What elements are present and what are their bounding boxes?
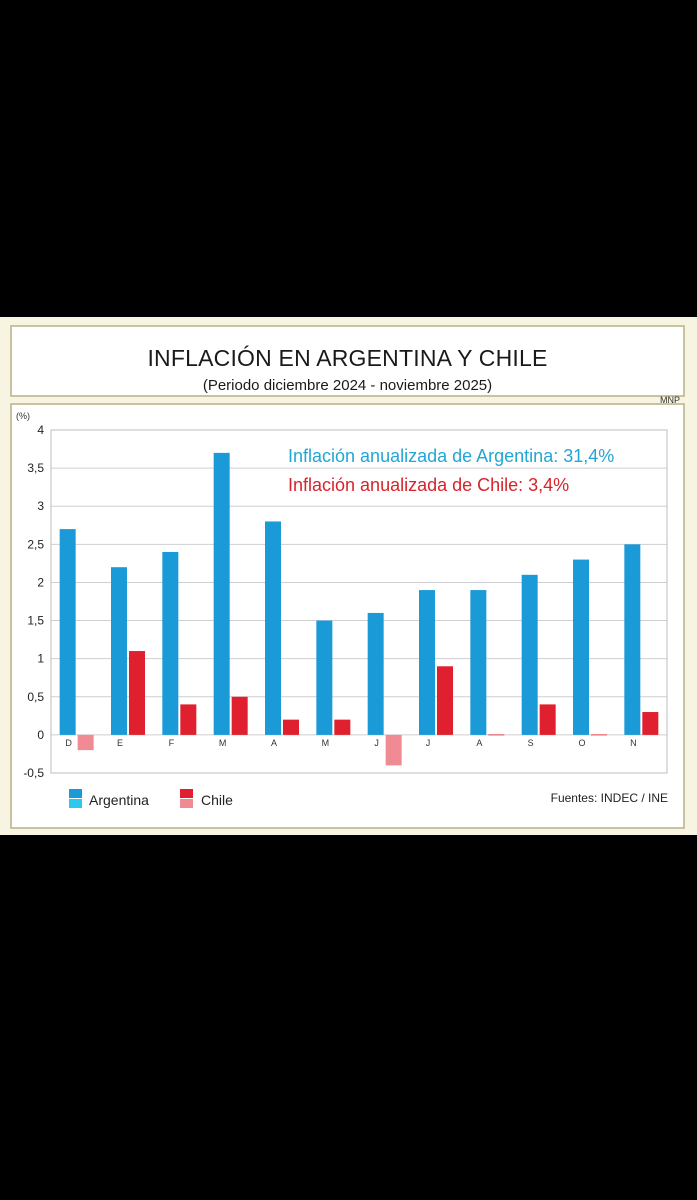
chart-header: INFLACIÓN EN ARGENTINA Y CHILE (Periodo …	[10, 325, 685, 405]
bar-chile	[180, 704, 197, 735]
chart-card: INFLACIÓN EN ARGENTINA Y CHILE (Periodo …	[0, 317, 697, 835]
chart-area: (%) 4 3,5 3 2,5 2 1,5 1 0,5 0 -0,5 D E F M A M J J A S O N Infl…	[10, 403, 685, 829]
y-unit-label: (%)	[16, 411, 30, 421]
x-tick-label: M	[219, 738, 227, 748]
annotation-argentina: Inflación anualizada de Argentina: 31,4%	[288, 446, 614, 466]
legend-swatch-argentina-light	[69, 799, 82, 808]
bar-chile	[385, 734, 402, 766]
x-tick-label: S	[528, 738, 534, 748]
bar-chile	[591, 734, 607, 736]
annotation-chile: Inflación anualizada de Chile: 3,4%	[288, 475, 569, 495]
y-tick-label: -0,5	[23, 766, 44, 780]
x-tick-label: O	[578, 738, 585, 748]
chart-subtitle: (Periodo diciembre 2024 - noviembre 2025…	[202, 377, 493, 394]
x-tick-label: A	[476, 738, 482, 748]
x-tick-label: N	[630, 738, 637, 748]
chart-title: INFLACIÓN EN ARGENTINA Y CHILE	[147, 345, 548, 371]
y-tick-label: 2,5	[27, 537, 44, 551]
bar-argentina	[213, 452, 230, 735]
bar-chile	[77, 734, 94, 751]
y-tick-label: 0,5	[27, 690, 44, 704]
bar-argentina	[573, 559, 589, 735]
bar-argentina	[111, 567, 127, 735]
bar-chile	[488, 734, 505, 736]
bar-argentina	[624, 544, 641, 735]
y-tick-label: 1,5	[27, 614, 44, 628]
y-tick-label: 2	[37, 575, 44, 589]
y-tick-label: 1	[37, 652, 44, 666]
bar-chile	[539, 704, 556, 735]
bar-argentina	[419, 590, 435, 735]
source-label: Fuentes: INDEC / INE	[551, 791, 668, 805]
chart-credit: MNP	[660, 395, 680, 405]
bar-chile	[334, 719, 351, 735]
bar-chile	[437, 666, 453, 735]
bar-argentina	[470, 590, 487, 735]
bar-chile	[642, 712, 659, 735]
bar-chile	[283, 719, 299, 735]
bar-chart: (%) 4 3,5 3 2,5 2 1,5 1 0,5 0 -0,5 D E F M A M J J A S O N Infl…	[16, 411, 668, 808]
y-tick-label: 3	[37, 499, 44, 513]
bar-argentina	[316, 620, 333, 735]
bar-argentina	[265, 521, 281, 735]
bar-argentina	[521, 574, 538, 735]
bar-chile	[129, 651, 145, 735]
y-tick-label: 4	[37, 423, 44, 437]
bar-chile	[231, 696, 248, 735]
bar-argentina	[162, 551, 179, 735]
x-tick-label: M	[322, 738, 330, 748]
x-tick-label: F	[169, 738, 175, 748]
x-tick-label: J	[426, 738, 431, 748]
x-tick-label: J	[374, 738, 379, 748]
y-tick-label: 0	[37, 728, 44, 742]
x-tick-label: A	[271, 738, 277, 748]
y-tick-label: 3,5	[27, 461, 44, 475]
legend-swatch-chile	[180, 789, 193, 798]
x-tick-label: D	[65, 738, 72, 748]
legend-swatch-chile-light	[180, 799, 193, 808]
bar-argentina	[59, 529, 76, 735]
legend-label-argentina: Argentina	[89, 792, 149, 808]
x-tick-label: E	[117, 738, 123, 748]
legend-swatch-argentina	[69, 789, 82, 798]
bar-argentina	[367, 612, 384, 735]
plot-frame	[50, 429, 668, 774]
legend-label-chile: Chile	[201, 792, 233, 808]
